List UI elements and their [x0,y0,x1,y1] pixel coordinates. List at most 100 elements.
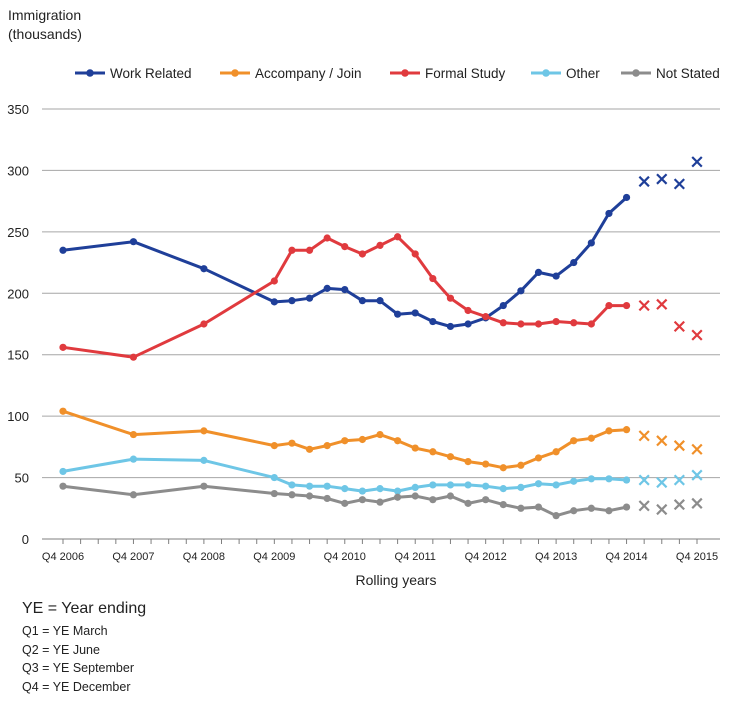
projected-point-formal-study [673,320,685,333]
point-formal-study [270,277,278,285]
point-other [499,485,507,493]
point-work-related [464,320,472,328]
point-formal-study [323,234,331,242]
legend-swatch-marker [86,69,94,77]
point-formal-study [464,306,472,315]
point-other [129,455,138,463]
point-other [288,481,296,489]
point-accompany-join [464,458,472,466]
point-work-related [358,297,366,305]
x-axis-title: Rolling years [356,572,437,588]
point-formal-study [605,301,613,310]
y-axis-title-line-1: Immigration [8,7,82,23]
point-other [534,480,543,488]
series-accompany-join [59,407,703,472]
notes-heading: YE = Year ending [22,600,147,617]
point-formal-study [341,243,349,251]
point-formal-study [534,320,543,328]
point-formal-study [129,353,138,361]
y-axis-title: Immigration (thousands) [8,6,82,44]
projected-point-work-related [638,175,650,188]
point-work-related [59,246,67,254]
point-not-stated [394,493,402,501]
point-not-stated [570,507,578,515]
point-formal-study [446,294,455,302]
line-work-related [62,196,628,328]
axes: 0 50 100 150 200 250 300 350 Q4 2006 Q4 2007 Q4 20… [7,102,720,588]
projected-point-not-stated [691,497,703,509]
projected-point-formal-study [691,329,703,341]
point-not-stated [429,496,437,504]
point-not-stated [129,491,138,499]
gridlines [42,108,720,479]
point-accompany-join [341,437,349,445]
projected-point-not-stated [638,500,650,512]
point-work-related [323,284,331,292]
point-accompany-join [411,444,419,452]
x-tick-label-q4-2012: Q4 2012 [465,551,507,563]
point-formal-study [358,250,366,258]
point-other [394,487,402,495]
point-formal-study [587,320,595,328]
point-work-related [499,301,507,310]
x-tick-label-q4-2013: Q4 2013 [535,551,577,563]
projected-point-not-stated [656,503,668,516]
point-other [59,467,67,476]
point-formal-study [622,301,631,310]
legend-item-other: Other [531,66,600,81]
point-accompany-join [305,445,314,453]
point-formal-study [570,319,578,327]
point-work-related [376,297,384,305]
point-other [358,487,366,495]
x-tick-label-q4-2014: Q4 2014 [605,551,647,563]
projected-point-other [673,474,685,486]
point-accompany-join [446,453,455,461]
point-other [411,483,419,491]
legend-label-other: Other [566,66,600,81]
point-not-stated [59,482,67,490]
point-not-stated [499,501,507,509]
point-other [464,481,472,489]
point-accompany-join [394,437,402,445]
point-work-related [394,310,402,318]
projected-point-formal-study [638,299,650,312]
legend-swatch-marker [231,69,239,77]
legend-item-accompany-join: Accompany / Join [220,66,362,81]
point-not-stated [288,491,296,499]
y-tick-label-100: 100 [7,409,29,424]
point-not-stated [411,492,419,500]
point-other [200,456,208,464]
y-tick-label-250: 250 [7,225,29,240]
point-formal-study [499,319,507,327]
point-other [622,476,631,484]
legend-item-work-related: Work Related [75,66,192,81]
point-not-stated [358,496,366,504]
series-formal-study [59,233,703,361]
x-tick-label-q4-2008: Q4 2008 [183,551,225,563]
point-formal-study [200,320,208,328]
point-work-related [446,322,455,331]
point-formal-study [552,317,560,326]
point-work-related [534,268,543,276]
point-other [587,475,595,483]
legend-item-not-stated: Not Stated [621,66,720,81]
legend-swatch-marker [542,69,550,77]
projected-point-accompany-join [691,443,703,455]
point-other [429,481,437,489]
point-work-related [622,193,631,202]
projected-point-other [656,476,668,489]
point-accompany-join [499,464,507,472]
y-tick-label-300: 300 [7,163,29,178]
legend-label-accompany-join: Accompany / Join [255,66,362,81]
legend-label-not-stated: Not Stated [656,66,720,81]
x-tick-label-q4-2010: Q4 2010 [324,551,366,563]
note-q3: Q3 = YE September [22,661,134,675]
point-accompany-join [429,448,437,456]
point-not-stated [270,489,278,498]
legend-swatch-marker [401,69,409,77]
projected-point-other [691,469,703,481]
point-accompany-join [358,435,366,444]
legend: Work Related Accompany / Join Formal Study… [75,66,720,81]
legend-item-formal-study: Formal Study [390,66,506,81]
point-formal-study [429,274,437,283]
